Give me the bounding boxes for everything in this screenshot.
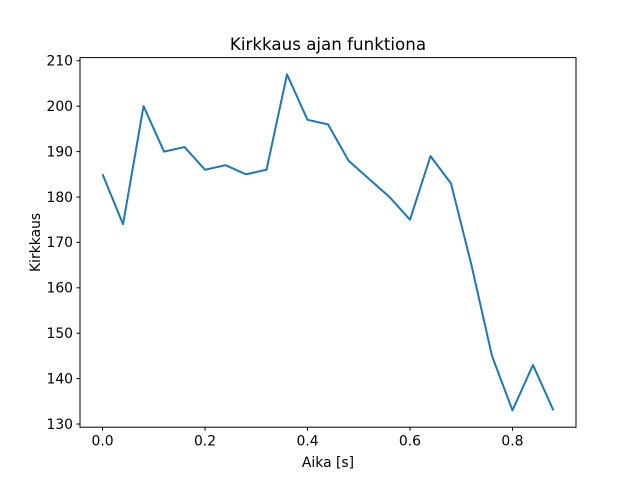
x-tick-label: 0.4 — [296, 434, 318, 450]
x-tick-label: 0.0 — [91, 434, 113, 450]
y-tick-label: 150 — [46, 326, 73, 342]
x-tick-label: 0.2 — [194, 434, 216, 450]
y-tick-label: 170 — [46, 235, 73, 251]
y-tick-label: 190 — [46, 144, 73, 160]
y-tick-label: 200 — [46, 99, 73, 115]
y-tick-label: 210 — [46, 54, 73, 70]
plot-area: 0.0 0.2 0.4 0.6 0.8 130 140 150 160 170 180 190 200 2… — [46, 54, 577, 450]
x-tick-label: 0.8 — [501, 434, 523, 450]
y-tick-label: 160 — [46, 281, 73, 297]
chart-title: Kirkkaus ajan funktiona — [230, 34, 426, 54]
y-tick-label: 140 — [46, 371, 73, 387]
x-tick-label: 0.6 — [399, 434, 421, 450]
x-axis-label: Aika [s] — [302, 455, 354, 471]
data-line-series — [101, 73, 555, 412]
axes-spines — [79, 57, 577, 428]
y-tick-label: 180 — [46, 190, 73, 206]
y-axis-label: Kirkkaus — [28, 213, 44, 272]
y-tick-label: 130 — [46, 417, 73, 433]
